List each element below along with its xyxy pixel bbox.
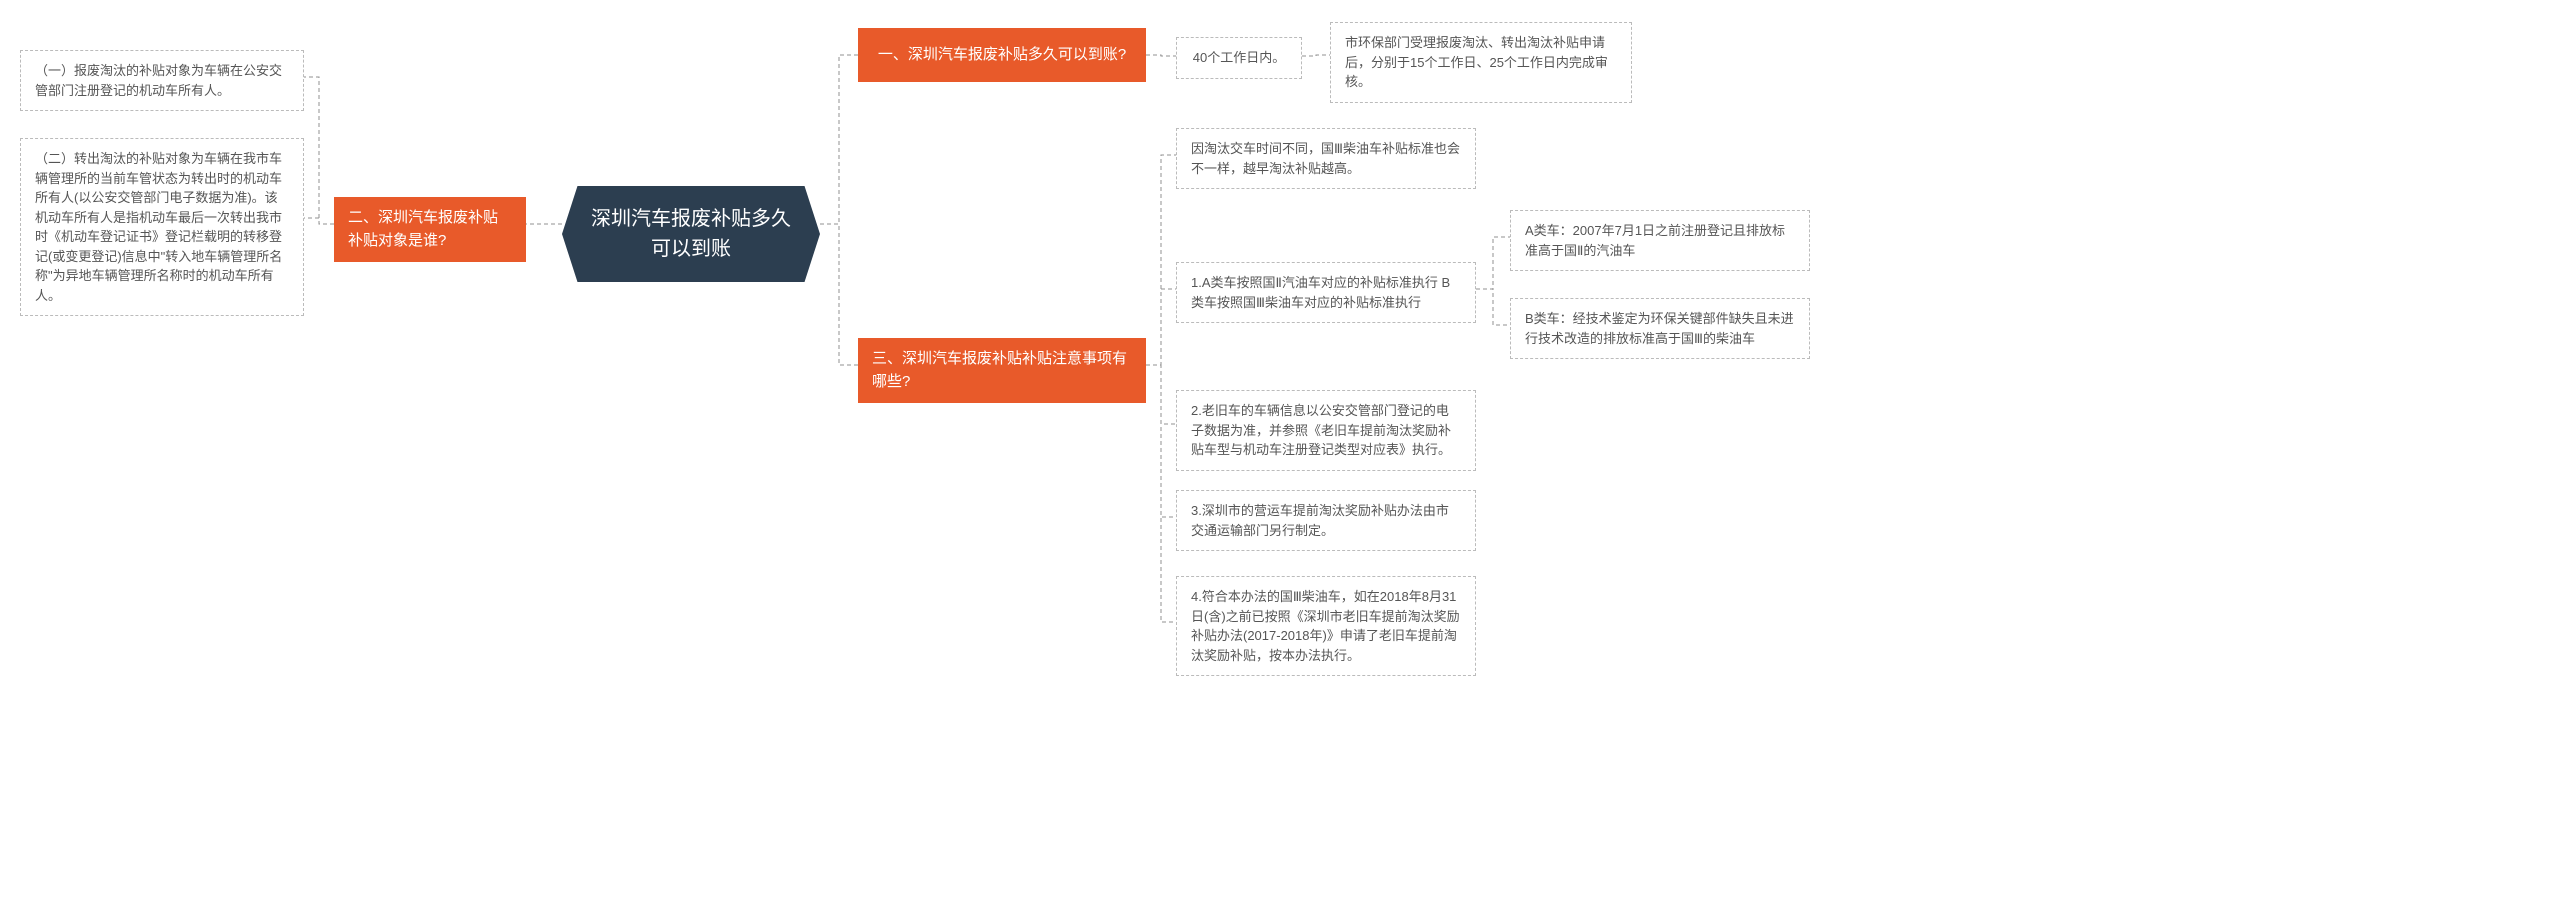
branch-q1: 一、深圳汽车报废补贴多久可以到账? — [858, 28, 1146, 82]
leaf-q1-a: 40个工作日内。 — [1176, 37, 1302, 79]
branch-q3: 三、深圳汽车报废补贴补贴注意事项有哪些? — [858, 338, 1146, 403]
leaf-q3-e: 4.符合本办法的国Ⅲ柴油车，如在2018年8月31日(含)之前已按照《深圳市老旧… — [1176, 576, 1476, 676]
leaf-q3-c: 2.老旧车的车辆信息以公安交管部门登记的电子数据为准，并参照《老旧车提前淘汰奖励… — [1176, 390, 1476, 471]
leaf-q3-b1: A类车：2007年7月1日之前注册登记且排放标准高于国Ⅱ的汽油车 — [1510, 210, 1810, 271]
leaf-q1-b: 市环保部门受理报废淘汰、转出淘汰补贴申请后，分别于15个工作日、25个工作日内完… — [1330, 22, 1632, 103]
leaf-q3-d: 3.深圳市的营运车提前淘汰奖励补贴办法由市交通运输部门另行制定。 — [1176, 490, 1476, 551]
leaf-q3-b: 1.A类车按照国Ⅱ汽油车对应的补贴标准执行 B类车按照国Ⅲ柴油车对应的补贴标准执… — [1176, 262, 1476, 323]
leaf-q2-a: （一）报废淘汰的补贴对象为车辆在公安交管部门注册登记的机动车所有人。 — [20, 50, 304, 111]
leaf-q3-b2: B类车：经技术鉴定为环保关键部件缺失且未进行技术改造的排放标准高于国Ⅲ的柴油车 — [1510, 298, 1810, 359]
leaf-q3-a: 因淘汰交车时间不同，国Ⅲ柴油车补贴标准也会不一样，越早淘汰补贴越高。 — [1176, 128, 1476, 189]
branch-q2: 二、深圳汽车报废补贴补贴对象是谁? — [334, 197, 526, 262]
center-node: 深圳汽车报废补贴多久可以到账 — [562, 186, 820, 282]
leaf-q2-b: （二）转出淘汰的补贴对象为车辆在我市车辆管理所的当前车管状态为转出时的机动车所有… — [20, 138, 304, 316]
